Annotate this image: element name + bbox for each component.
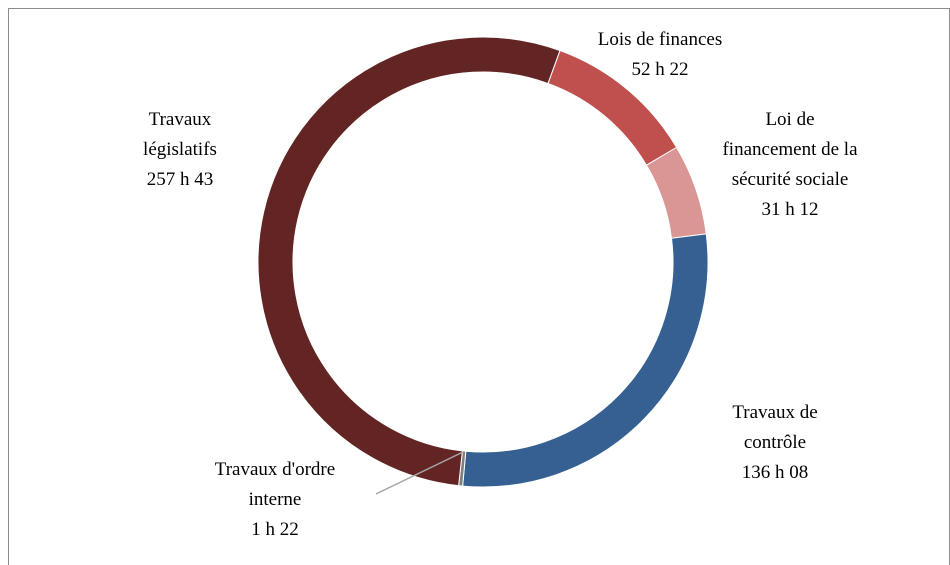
value-label: 31 h 12: [761, 199, 819, 220]
value-label: 257 h 43: [146, 169, 214, 190]
donut-segment: [645, 146, 707, 239]
category-label: Loi de financement de la sécurité social…: [722, 109, 858, 190]
data-label: Travaux de contrôle 136 h 08: [715, 398, 835, 488]
value-label: 52 h 22: [631, 59, 689, 80]
data-label: Lois de finances 52 h 22: [550, 25, 770, 85]
value-label: 1 h 22: [251, 519, 299, 540]
donut-segment: [257, 36, 561, 487]
category-label: Lois de finances: [597, 29, 723, 50]
leader-line: [375, 451, 464, 495]
data-label: Loi de financement de la sécurité social…: [718, 105, 863, 225]
data-label: Travaux d'ordre interne 1 h 22: [195, 455, 355, 545]
value-label: 136 h 08: [741, 462, 809, 483]
category-label: Travaux de contrôle: [732, 402, 818, 453]
donut-segment: [462, 233, 709, 488]
category-label: Travaux d'ordre interne: [214, 459, 336, 510]
data-label: Travaux législatifs 257 h 43: [130, 105, 230, 195]
category-label: Travaux législatifs: [143, 109, 217, 160]
